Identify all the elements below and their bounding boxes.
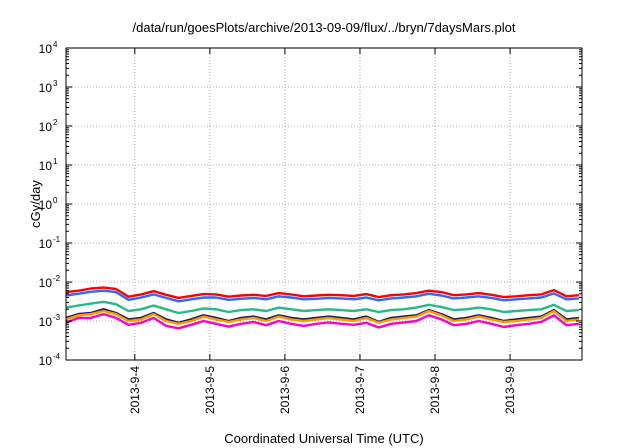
series-line-5 xyxy=(65,309,580,325)
x-tick-label: 2013-9-7 xyxy=(353,366,367,414)
series-line-6 xyxy=(65,312,580,330)
y-tick-label: 10 xyxy=(39,354,53,368)
x-tick-label: 2013-9-6 xyxy=(278,366,292,414)
y-tick-label-exponent: 4 xyxy=(53,40,58,49)
axis-ticks xyxy=(66,47,582,361)
y-tick-label: 10 xyxy=(39,159,53,173)
x-tick-label: 2013-9-5 xyxy=(203,366,217,414)
y-tick-label-exponent: 0 xyxy=(53,196,58,205)
series-line-2 xyxy=(65,289,579,303)
series-line-3 xyxy=(65,300,579,315)
y-tick-label: 10 xyxy=(39,198,53,212)
y-tick-label-exponent: 1 xyxy=(53,157,58,166)
grid xyxy=(66,48,582,360)
plot-series xyxy=(65,286,580,330)
y-tick-label: 10 xyxy=(39,42,53,56)
chart-title: /data/run/goesPlots/archive/2013-09-09/f… xyxy=(133,20,516,35)
y-tick-label: 10 xyxy=(39,315,53,329)
x-tick-label: 2013-9-8 xyxy=(428,366,442,414)
series-line-1 xyxy=(65,286,580,300)
x-tick-label: 2013-9-9 xyxy=(503,366,517,414)
y-tick-label: 10 xyxy=(39,237,53,251)
y-tick-label-exponent: -4 xyxy=(53,352,61,361)
x-tick-label: 2013-9-4 xyxy=(128,366,142,414)
y-tick-label-exponent: 3 xyxy=(53,79,58,88)
y-tick-label-exponent: -2 xyxy=(53,274,61,283)
y-tick-label-exponent: -1 xyxy=(53,235,61,244)
y-tick-label-exponent: -3 xyxy=(53,313,61,322)
y-tick-label: 10 xyxy=(39,120,53,134)
x-axis-label: Coordinated Universal Time (UTC) xyxy=(224,431,423,446)
y-axis-label: cGy/day xyxy=(28,180,43,228)
y-tick-label-exponent: 2 xyxy=(53,118,58,127)
x-axis-tick-labels: 2013-9-4 2013-9-5 2013-9-6 2013-9-7 2013-9-8… xyxy=(128,366,517,414)
y-tick-label: 10 xyxy=(39,276,53,290)
y-tick-label: 10 xyxy=(39,81,53,95)
